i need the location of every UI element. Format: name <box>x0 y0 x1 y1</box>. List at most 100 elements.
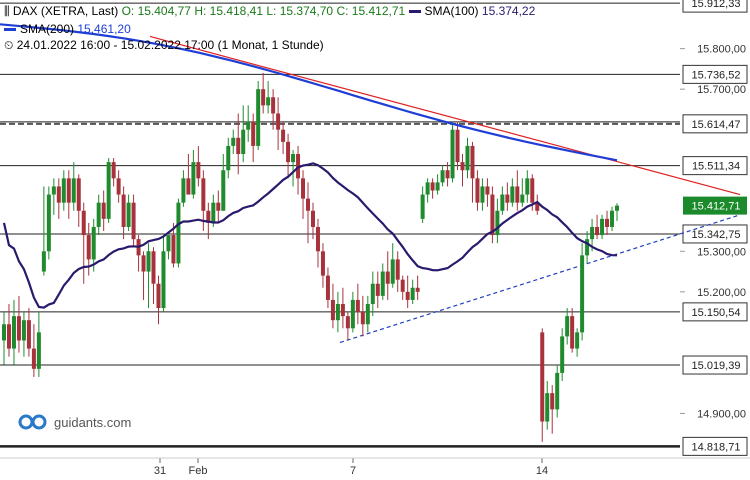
level-price-label: 15.342,75 <box>692 229 741 241</box>
open-value: O: 15.404,77 <box>121 4 191 18</box>
candle-body <box>325 275 330 300</box>
candle-body <box>430 182 435 191</box>
last-price-box <box>683 196 747 215</box>
last-price-label: 15.412,71 <box>692 201 741 213</box>
candle-body <box>420 194 425 219</box>
candle-body <box>520 194 525 203</box>
candle-body <box>565 316 570 337</box>
y-tick-label: 15.200,00 <box>697 287 746 299</box>
candle-body <box>415 287 420 292</box>
sma100-line <box>2 162 618 309</box>
candle-body <box>405 291 410 300</box>
candle-body <box>540 332 545 422</box>
close-value: C: 15.412,71 <box>336 4 406 18</box>
candle-body <box>320 251 325 276</box>
chart-type-icon: ⫼ <box>4 4 10 18</box>
candle-body <box>450 129 455 179</box>
candle-body <box>610 210 615 227</box>
x-tick-label: 14 <box>536 465 548 477</box>
low-value: L: 15.374,70 <box>266 4 334 18</box>
level-price-box <box>682 436 748 456</box>
candle-body <box>166 235 171 252</box>
brand-logo[interactable]: guidants.com <box>18 414 131 433</box>
candle-body <box>385 271 390 284</box>
high-value: H: 15.418,41 <box>194 4 264 18</box>
candle-body <box>335 303 340 321</box>
candle-body <box>56 186 61 203</box>
candle-body <box>475 178 480 203</box>
period-info: ⏲ 24.01.2022 16:00 - 15.02.2022 17:00 (1… <box>4 38 324 52</box>
candle-body <box>281 129 286 142</box>
candle-body <box>221 170 226 211</box>
candle-body <box>445 170 450 179</box>
x-axis: 31 Feb 7 14 <box>0 457 750 477</box>
period-range: 24.01.2022 16:00 - 15.02.2022 17:00 <box>16 38 215 52</box>
level-price-label: 15.019,39 <box>692 360 741 372</box>
candle-body <box>330 299 335 321</box>
candle-body <box>395 259 400 280</box>
level-price-box <box>682 114 748 134</box>
candle-body <box>226 145 231 171</box>
x-tick-label: 31 <box>154 465 166 477</box>
level-price-label: 15.912,33 <box>692 0 741 10</box>
candle-body <box>575 332 580 349</box>
candle-body <box>16 316 21 341</box>
candle-body <box>181 178 186 203</box>
candle-body <box>585 239 590 256</box>
x-tick-label: 7 <box>350 465 356 477</box>
candle-body <box>176 202 181 264</box>
candle-body <box>131 202 136 240</box>
candle-body <box>440 170 445 183</box>
candle-body <box>61 178 66 203</box>
candle-body <box>86 235 91 260</box>
sma200-line <box>0 23 618 162</box>
candle-body <box>191 162 196 195</box>
candle-body <box>256 89 261 146</box>
candle-body <box>435 182 440 191</box>
candle-body <box>500 194 505 211</box>
candle-body <box>555 372 560 410</box>
candle-body <box>151 251 156 284</box>
candle-body <box>211 202 216 223</box>
level-price-box <box>682 156 748 176</box>
candle-body <box>495 210 500 236</box>
interval-label: (1 Monat, 1 Stunde) <box>217 38 324 52</box>
candle-body <box>266 97 271 106</box>
level-price-box <box>682 0 748 13</box>
candle-body <box>301 178 306 199</box>
candle-body <box>71 178 76 203</box>
level-price-label: 15.511,34 <box>692 161 740 173</box>
candle-body <box>570 316 575 349</box>
candle-body <box>306 198 311 211</box>
candle-body <box>31 348 36 369</box>
candle-body <box>460 162 465 171</box>
candle-body <box>590 226 595 240</box>
candle-body <box>236 137 241 155</box>
candle-body <box>116 178 121 195</box>
sma100-swatch <box>408 10 421 14</box>
candle-body <box>310 210 315 227</box>
candle-body <box>350 299 355 329</box>
candle-body <box>21 320 26 341</box>
candle-body <box>515 186 520 203</box>
y-tick-label: 15.300,00 <box>697 246 746 258</box>
candle-body <box>400 279 405 292</box>
candle-body <box>525 178 530 195</box>
candle-body <box>121 194 126 227</box>
candle-body <box>286 141 291 163</box>
candle-body <box>106 162 111 219</box>
resistance-trendline <box>149 35 741 196</box>
sma100-label: SMA(100) <box>424 4 479 18</box>
candle-body <box>216 202 221 211</box>
candle-body <box>315 226 320 252</box>
candle-body <box>465 145 470 171</box>
candle-body <box>470 145 475 179</box>
candle-body <box>455 129 460 163</box>
candle-body <box>81 210 86 236</box>
candle-body <box>126 202 131 227</box>
candle-body <box>355 299 360 313</box>
candle-body <box>146 251 151 272</box>
candle-body <box>141 255 146 272</box>
candle-body <box>246 121 251 130</box>
